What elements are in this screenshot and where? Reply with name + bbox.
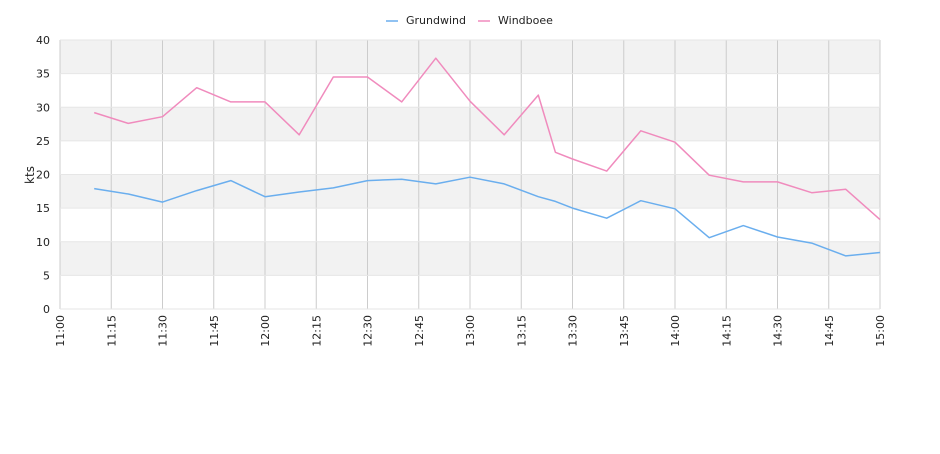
y-tick-label: 25 bbox=[36, 135, 50, 148]
legend-label: Grundwind bbox=[406, 14, 466, 27]
series-line bbox=[94, 176, 881, 257]
y-tick-label: 5 bbox=[43, 269, 50, 282]
legend-item-windboee[interactable]: Windboee bbox=[478, 14, 553, 27]
x-tick-label: 13:30 bbox=[567, 315, 580, 347]
x-tick-label: 12:30 bbox=[362, 315, 375, 347]
x-tick-label: 13:00 bbox=[464, 315, 477, 347]
x-axis: 11:00 11:15 11:30 11:45 12:00 12:15 12:30 12:45… bbox=[54, 315, 887, 347]
y-tick-label: 40 bbox=[36, 34, 50, 47]
x-tick-label: 15:00 bbox=[874, 315, 887, 347]
legend-item-grundwind[interactable]: Grundwind bbox=[386, 14, 466, 27]
legend-label: Windboee bbox=[498, 14, 553, 27]
x-tick-label: 14:30 bbox=[772, 315, 785, 347]
y-tick-label: 20 bbox=[36, 169, 50, 182]
x-tick-label: 11:00 bbox=[54, 315, 67, 347]
y-axis-label: kts bbox=[23, 166, 37, 184]
legend[interactable]: Grundwind Windboee bbox=[386, 14, 553, 27]
x-tick-label: 12:45 bbox=[413, 315, 426, 347]
x-tick-label: 11:45 bbox=[208, 315, 221, 347]
x-tick-label: 11:30 bbox=[157, 315, 170, 347]
series-line bbox=[93, 57, 881, 221]
series-grundwind bbox=[94, 176, 881, 257]
series-windboee bbox=[93, 57, 881, 221]
y-tick-label: 15 bbox=[36, 202, 50, 215]
y-tick-label: 35 bbox=[36, 68, 50, 81]
x-tick-label: 11:15 bbox=[105, 315, 118, 347]
y-tick-label: 10 bbox=[36, 236, 50, 249]
y-tick-label: 0 bbox=[43, 303, 50, 316]
x-tick-label: 12:00 bbox=[259, 315, 272, 347]
x-tick-label: 14:45 bbox=[823, 315, 836, 347]
y-tick-label: 30 bbox=[36, 101, 50, 114]
x-tick-label: 12:15 bbox=[310, 315, 323, 347]
x-tick-label: 14:15 bbox=[720, 315, 733, 347]
x-tick-label: 13:15 bbox=[515, 315, 528, 347]
x-tick-label: 13:45 bbox=[618, 315, 631, 347]
x-tick-label: 14:00 bbox=[669, 315, 682, 347]
y-gridlines bbox=[60, 39, 880, 310]
series-layer bbox=[93, 57, 881, 257]
y-axis: 0 5 10 15 20 25 30 35 40 bbox=[36, 34, 50, 316]
